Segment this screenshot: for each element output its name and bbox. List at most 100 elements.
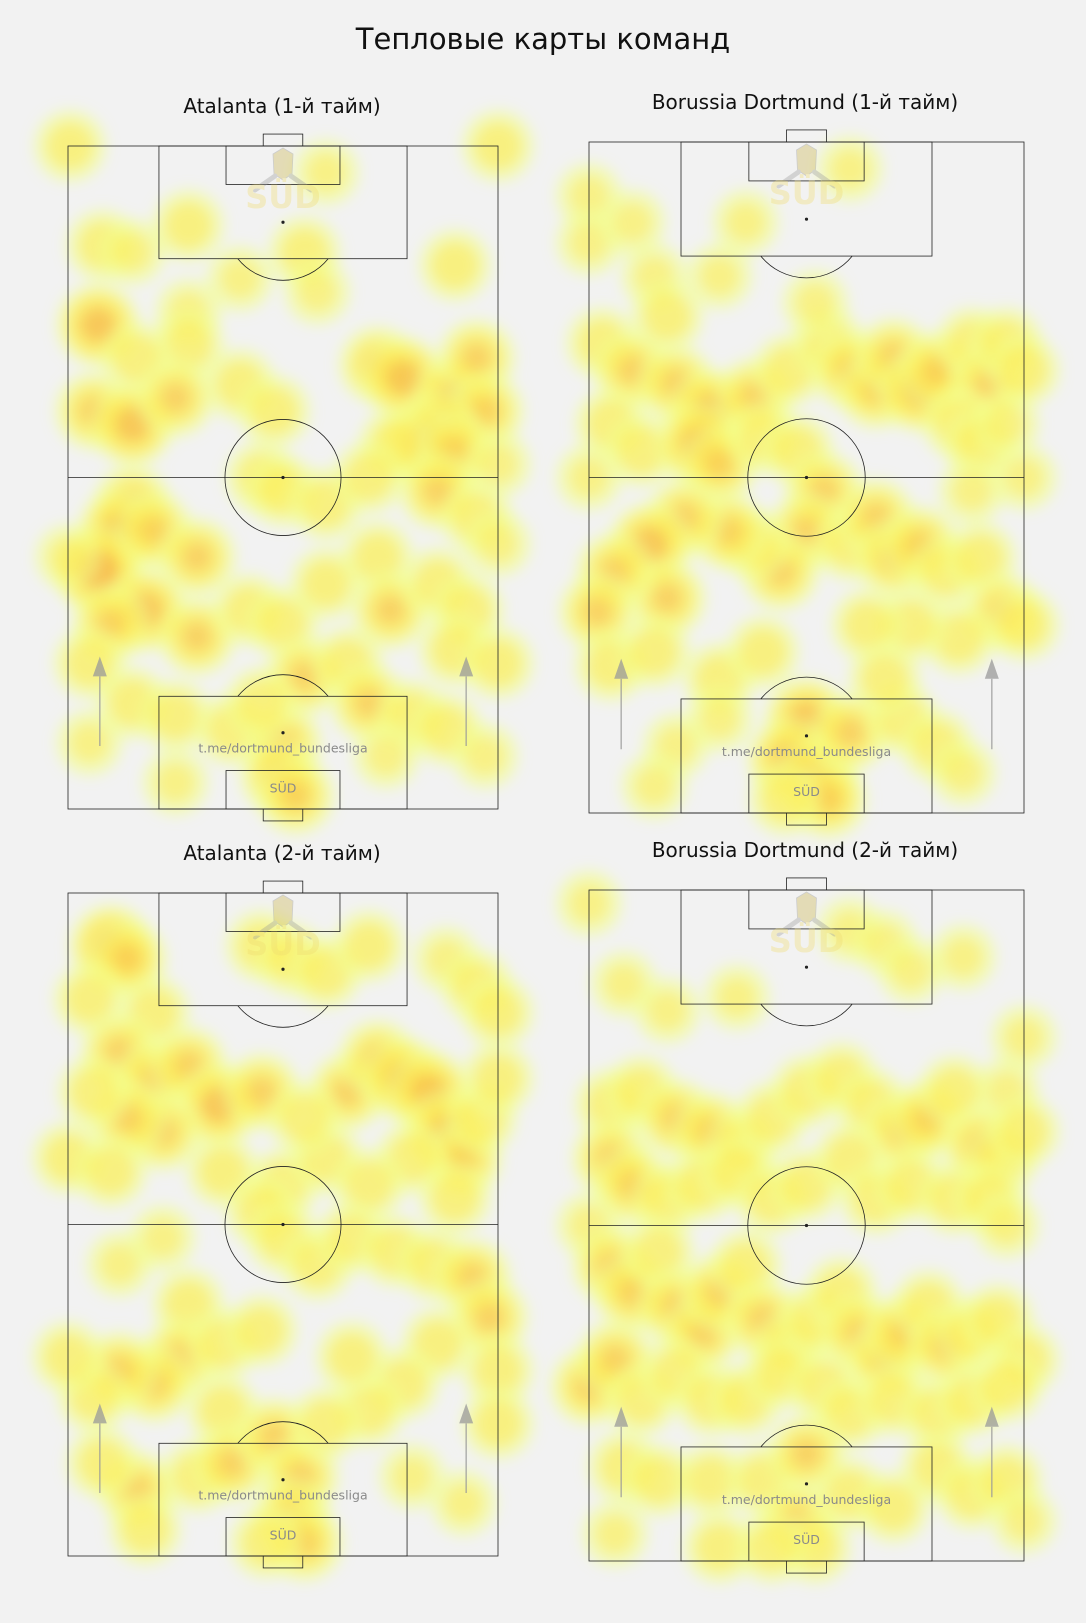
heat-point-peak <box>280 780 311 811</box>
heat-point-peak <box>160 382 191 413</box>
heat-point-peak <box>791 1438 822 1469</box>
heat-point-peak <box>182 621 212 652</box>
heat-point-core <box>943 937 984 978</box>
attack-arrows <box>92 656 474 747</box>
sud-logo-text: SÜD <box>245 178 321 216</box>
heat-point-core <box>112 232 153 273</box>
heat-layer <box>556 135 1060 839</box>
heat-point-core <box>155 762 196 803</box>
panel-title-dortmund-1: Borussia Dortmund (1-й тайм) <box>651 90 959 114</box>
heat-point-core <box>366 735 407 776</box>
heat-point-core <box>634 1456 683 1505</box>
watermark-channel: t.me/dortmund_bundesliga <box>198 741 367 756</box>
heatmap-dortmund-1: SÜD t.me/dortmund_bundesliga SÜD <box>556 129 1060 839</box>
heat-point-core <box>830 148 870 189</box>
goal-bottom <box>262 1555 304 1569</box>
heat-point-core <box>956 534 1005 583</box>
heat-point-core <box>603 963 644 1004</box>
heat-point-core <box>795 283 836 324</box>
attack-arrow-head <box>984 658 999 679</box>
heat-point-core <box>760 775 809 824</box>
heat-point-peak <box>461 343 492 374</box>
heat-point-core <box>259 599 307 648</box>
heat-point-peak <box>375 595 406 626</box>
heat-point-core <box>647 990 688 1031</box>
penalty-arc-top <box>760 255 853 279</box>
heat-point-core <box>699 699 740 740</box>
heat-layer <box>34 110 534 835</box>
attack-arrow-head <box>614 658 629 679</box>
heat-point-core <box>353 533 402 582</box>
heat-point-core <box>860 654 909 703</box>
heat-point-peak <box>113 944 144 975</box>
penalty-spot-bottom <box>804 734 809 738</box>
page-title: Тепловые карты команд <box>355 22 731 56</box>
heat-point-core <box>739 627 787 676</box>
heat-point-core <box>250 387 299 436</box>
heat-point-core <box>699 256 740 297</box>
heat-point-peak <box>813 784 844 815</box>
center-spot <box>281 1222 285 1227</box>
heat-point-core <box>69 1067 118 1116</box>
heat-point-peak <box>704 449 735 480</box>
penalty-spot-bottom <box>281 1478 285 1482</box>
penalty-spot-top <box>804 965 809 969</box>
heat-point-core <box>345 1160 393 1209</box>
heat-point-core <box>164 320 213 369</box>
heat-point-core <box>431 1173 479 1222</box>
panel-title-dortmund-2: Borussia Dortmund (2-й тайм) <box>651 838 959 862</box>
crossed-scarves-icon <box>252 920 314 940</box>
goal-top <box>262 880 304 894</box>
heat-point-core <box>465 735 506 776</box>
crossed-scarves-icon <box>776 169 837 189</box>
penalty-spot-bottom <box>804 1482 809 1486</box>
heat-point-core <box>595 1514 636 1555</box>
pitch-lines <box>67 133 499 822</box>
attack-arrow-head <box>92 656 107 677</box>
sud-logo: SÜD <box>769 143 845 212</box>
watermark-sud: SÜD <box>270 779 297 795</box>
penalty-arc-bottom <box>237 674 329 697</box>
heat-point-core <box>237 1306 286 1355</box>
watermark-sud: SÜD <box>793 783 820 799</box>
sud-logo-text: SÜD <box>245 925 321 963</box>
heat-point-core <box>198 1147 247 1196</box>
shield-icon <box>796 891 817 925</box>
heat-point-core <box>151 692 200 741</box>
heat-point-core <box>634 766 675 807</box>
heat-point-core <box>220 258 260 299</box>
heat-point-core <box>164 201 213 250</box>
heat-point-core <box>431 241 479 290</box>
heat-point-core <box>392 1456 432 1497</box>
penalty-spot-top <box>804 217 809 221</box>
sud-logo: SÜD <box>245 894 321 963</box>
heat-layer <box>32 904 534 1582</box>
sud-logo-text: SÜD <box>769 174 845 212</box>
attack-arrows <box>614 1406 999 1498</box>
heat-point-peak <box>139 515 169 546</box>
heat-point-core <box>716 977 757 1018</box>
attack-arrow-head <box>459 1403 474 1424</box>
heatmap-atalanta-1: SÜD t.me/dortmund_bundesliga SÜD <box>34 110 534 835</box>
heat-point-core <box>327 1333 376 1382</box>
heat-point-core <box>721 1241 770 1290</box>
heat-point-core <box>280 1094 329 1143</box>
heat-point-core <box>302 1399 350 1448</box>
heat-point-peak <box>246 1076 277 1107</box>
penalty-spot-top <box>281 220 285 224</box>
heat-point-core <box>237 678 286 727</box>
heat-point-core <box>695 1523 744 1572</box>
heat-point-core <box>612 202 653 243</box>
goal-bottom <box>262 808 304 822</box>
watermark-sud: SÜD <box>270 1526 297 1542</box>
heat-point-core <box>69 722 110 763</box>
heat-point-core <box>747 1523 796 1572</box>
center-circle <box>224 419 342 536</box>
sud-logo-text: SÜD <box>769 922 845 960</box>
heat-point-core <box>986 403 1027 444</box>
heat-point-core <box>241 1518 290 1567</box>
heat-point-core <box>345 922 393 971</box>
heat-point-core <box>617 426 666 475</box>
heat-point-core <box>930 1067 979 1116</box>
heat-point-peak <box>600 1344 631 1375</box>
